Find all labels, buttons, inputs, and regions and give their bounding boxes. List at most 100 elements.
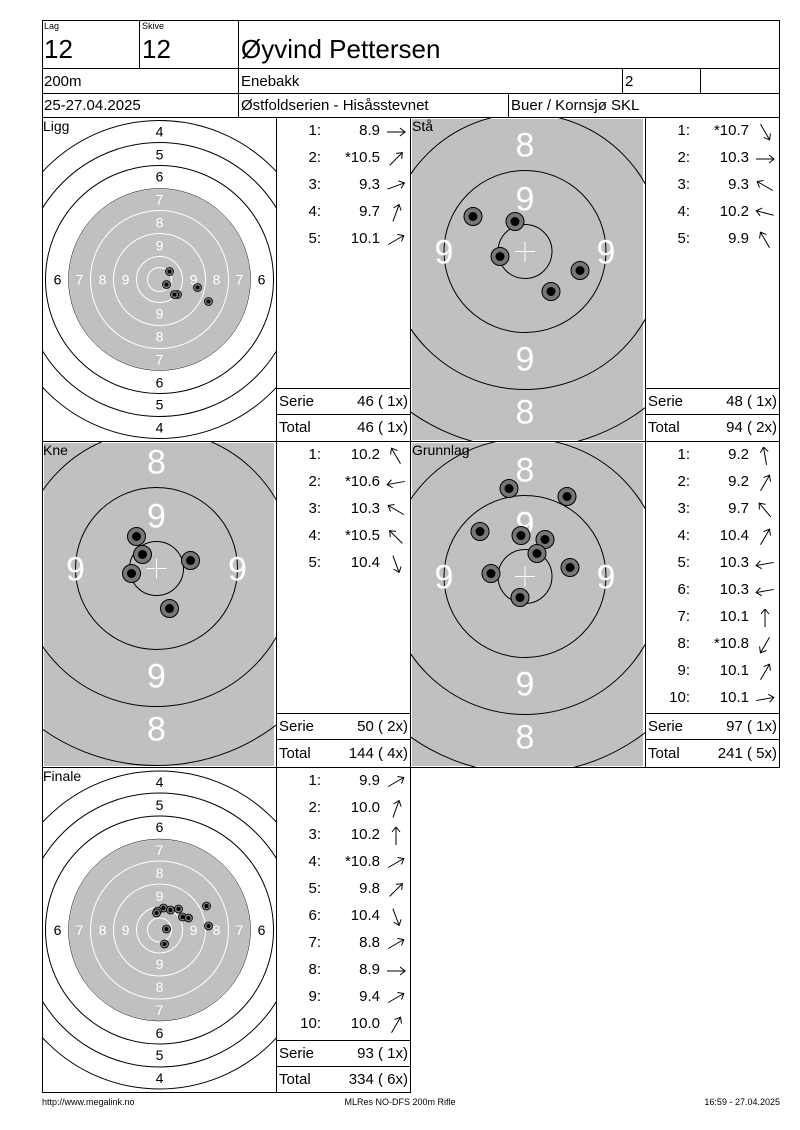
- shot-value: 10.4: [350, 907, 380, 924]
- shot-number: 2:: [677, 473, 690, 490]
- shot-hole-center: [510, 217, 520, 226]
- direction-arrow-icon: [760, 474, 771, 492]
- club: Enebakk: [241, 73, 300, 90]
- shot-value: 10.3: [719, 554, 749, 571]
- shot-value: 10.1: [350, 230, 380, 247]
- ring-label: 8: [99, 272, 107, 288]
- shot-row: 8: 8.9: [277, 961, 410, 983]
- ring-label: 8: [156, 865, 164, 881]
- ring-label: 8: [516, 719, 535, 757]
- target-ring: [411, 442, 645, 715]
- direction-arrow-icon: [756, 180, 774, 191]
- direction-arrow-icon: [392, 908, 402, 926]
- shot-value: 9.8: [359, 880, 380, 897]
- ring-label: 9: [156, 888, 164, 904]
- direction-arrow-icon: [760, 609, 770, 627]
- shot-value: 9.2: [728, 446, 749, 463]
- shot-hole-center: [562, 492, 572, 501]
- direction-arrow-icon: [387, 127, 406, 137]
- direction-arrow-icon: [756, 693, 775, 703]
- footer-url[interactable]: http://www.megalink.no: [42, 1097, 135, 1107]
- direction-arrow-icon: [392, 204, 402, 222]
- ring-label: 9: [516, 341, 535, 379]
- shot-hole-center: [575, 266, 585, 275]
- shot-list-ligg: 1: 8.9 2: *10.5 3: 9.3 4: 9.7 5: 10.1: [277, 118, 410, 388]
- ring-label: 9: [66, 551, 85, 589]
- shot-row: 9: 10.1: [646, 662, 779, 684]
- ring-label: 9: [190, 922, 198, 938]
- target-background: [412, 119, 643, 440]
- shot-row: 2: *10.5: [277, 149, 410, 171]
- shot-value: 10.3: [350, 500, 380, 517]
- shot-value: 10.2: [719, 203, 749, 220]
- total-value: 334 ( 6x): [348, 1071, 408, 1088]
- shot-number: 6:: [308, 907, 321, 924]
- direction-arrow-icon: [756, 154, 775, 164]
- ring-label: 7: [236, 272, 244, 288]
- shot-number: 2:: [308, 473, 321, 490]
- footer-timestamp: 16:59 - 27.04.2025: [704, 1097, 780, 1107]
- shot-row: 2: 10.3: [646, 149, 779, 171]
- shot-row: 1: 9.9: [277, 772, 410, 794]
- direction-arrow-icon: [390, 447, 401, 465]
- shot-row: 2: *10.6: [277, 473, 410, 495]
- serie-value: 46 ( 1x): [357, 393, 408, 410]
- skive-label: Skive: [142, 21, 165, 31]
- shot-hole-center: [180, 915, 185, 919]
- shot-row: 3: 9.3: [277, 176, 410, 198]
- shot-hole-center: [195, 285, 200, 290]
- shot-row: 5: 10.3: [646, 554, 779, 576]
- total-label: Total: [648, 419, 680, 436]
- shot-number: 3:: [308, 826, 321, 843]
- shot-row: 1: 8.9: [277, 122, 410, 144]
- shot-row: 2: 10.0: [277, 799, 410, 821]
- shot-list-grunnlag: 1: 9.2 2: 9.2 3: 9.7 4: 10.4 5: 10.3 6: 10.3 7: 10.1 8…: [646, 442, 779, 712]
- shot-row: 4: *10.5: [277, 527, 410, 549]
- ring-label: 8: [213, 922, 221, 938]
- shot-number: 5:: [308, 554, 321, 571]
- section-label-staa: Stå: [412, 118, 434, 134]
- target-ring: [43, 724, 276, 766]
- shot-hole-center: [165, 604, 174, 613]
- shot-hole-center: [127, 569, 136, 578]
- shot-list-finale: 1: 9.9 2: 10.0 3: 10.2 4: *10.8 5: 9.8 6: 10.4 7: 8.8…: [277, 768, 410, 1038]
- shot-hole-center: [475, 527, 485, 536]
- shot-value: 10.2: [350, 446, 380, 463]
- target-ring: [443, 170, 607, 333]
- shot-number: 1:: [677, 122, 690, 139]
- shot-value: 9.3: [359, 176, 380, 193]
- shot-value: 8.9: [359, 122, 380, 139]
- shot-row: 7: 8.8: [277, 934, 410, 956]
- direction-arrow-icon: [387, 504, 405, 515]
- shot-hole-center: [172, 292, 177, 297]
- serie-value: 93 ( 1x): [357, 1045, 408, 1062]
- shot-row: 3: 9.7: [646, 500, 779, 522]
- direction-arrow-icon: [387, 180, 406, 190]
- ring-label: 9: [156, 956, 164, 972]
- ring-label: 9: [147, 658, 166, 696]
- shot-row: 4: 10.2: [646, 203, 779, 225]
- direction-arrow-icon: [760, 123, 771, 141]
- direction-arrow-icon: [387, 857, 405, 868]
- shot-row: 4: *10.8: [277, 853, 410, 875]
- ring-label: 7: [156, 842, 164, 858]
- serie-label: Serie: [279, 393, 315, 410]
- shot-hole-center: [138, 550, 147, 559]
- direction-arrow-icon: [759, 447, 769, 465]
- serie-label: Serie: [648, 718, 684, 735]
- lag-value: 12: [44, 34, 73, 64]
- target-ring: [147, 917, 172, 943]
- ring-label: 5: [156, 797, 164, 813]
- skive-value: 12: [142, 34, 171, 64]
- target-ring: [411, 118, 645, 390]
- ring-label: 8: [99, 922, 107, 938]
- ring-label: 8: [516, 394, 535, 432]
- direction-arrow-icon: [391, 827, 401, 845]
- shot-hole-center: [168, 908, 173, 912]
- ring-label: 6: [54, 922, 62, 938]
- direction-arrow-icon: [759, 231, 770, 249]
- ring-label: 8: [156, 329, 164, 345]
- section-label-ligg: Ligg: [43, 118, 70, 134]
